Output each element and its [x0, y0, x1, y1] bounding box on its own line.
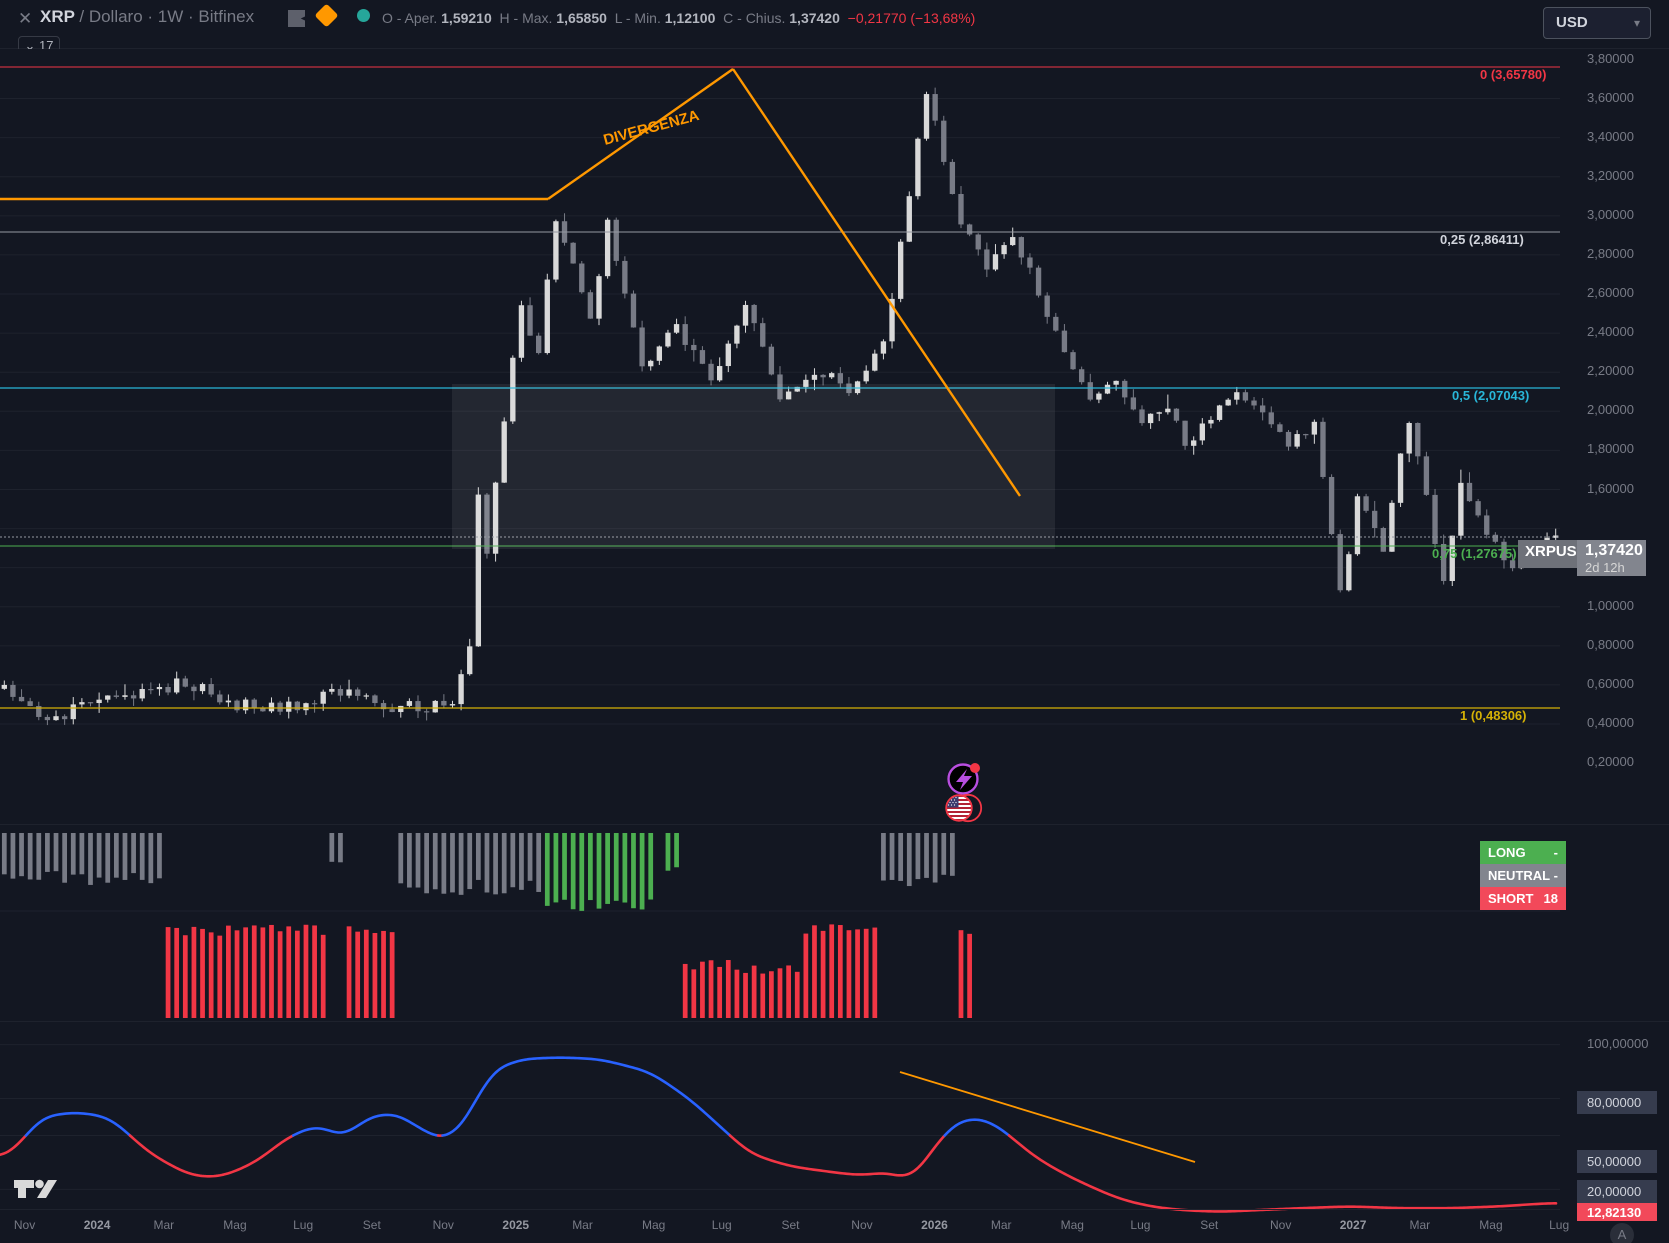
svg-text:DIVERGENZA: DIVERGENZA: [602, 107, 702, 149]
